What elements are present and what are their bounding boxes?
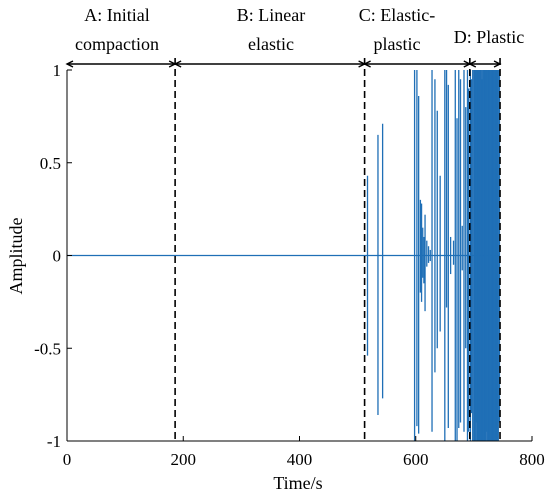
x-tick-label: 800 bbox=[519, 450, 545, 469]
x-tick-label: 0 bbox=[63, 450, 72, 469]
signal-series bbox=[67, 70, 501, 441]
stage-label-line: D: Plastic bbox=[454, 27, 525, 47]
y-tick-label: -1 bbox=[47, 432, 61, 451]
x-axis-label: Time/s bbox=[273, 473, 322, 493]
stage-label-line: A: Initial bbox=[84, 5, 150, 25]
stage-arrowhead-right bbox=[493, 60, 502, 68]
stage-dividers bbox=[174, 58, 501, 441]
axis-ticks: 0 200 400 600 800 1 0.5 0 -0.5 -1 bbox=[34, 61, 545, 469]
stage-arrowhead-left bbox=[173, 60, 182, 68]
y-tick-label: -0.5 bbox=[34, 339, 61, 358]
stage-label-line: C: Elastic- bbox=[359, 5, 435, 25]
y-tick-label: 0 bbox=[53, 247, 62, 266]
stage-arrowhead-left bbox=[363, 60, 371, 68]
stage-arrowhead-left bbox=[468, 60, 477, 68]
x-tick-label: 600 bbox=[403, 450, 429, 469]
y-tick-label: 0.5 bbox=[40, 154, 61, 173]
stage-label-line: B: Linear bbox=[237, 5, 305, 25]
stage-label-line: compaction bbox=[75, 34, 159, 54]
stage-label-line: plastic bbox=[374, 34, 421, 54]
y-tick-label: 1 bbox=[53, 61, 62, 80]
stage-arrowhead-left bbox=[65, 60, 74, 68]
y-axis-label: Amplitude bbox=[6, 217, 26, 294]
x-tick-label: 400 bbox=[287, 450, 313, 469]
stage-bar bbox=[65, 60, 502, 68]
stage-labels: A: Initial compaction B: Linear elastic C: E… bbox=[75, 5, 524, 54]
stage-label-line: elastic bbox=[248, 34, 294, 54]
x-tick-label: 200 bbox=[171, 450, 197, 469]
